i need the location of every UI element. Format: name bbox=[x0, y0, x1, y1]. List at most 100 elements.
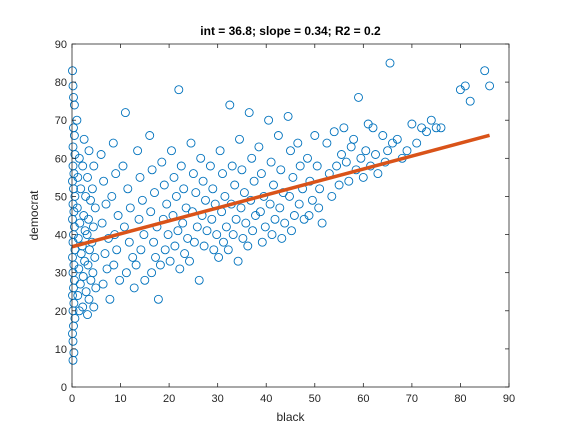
data-point bbox=[208, 184, 218, 194]
x-ticks: 0 10 20 30 40 50 60 70 80 90 bbox=[69, 44, 515, 405]
data-point bbox=[465, 96, 475, 106]
data-point bbox=[358, 172, 368, 182]
data-point bbox=[231, 214, 241, 224]
data-point bbox=[344, 176, 354, 186]
x-tick-label: 20 bbox=[163, 393, 175, 405]
data-point bbox=[288, 172, 298, 182]
data-point bbox=[265, 199, 275, 209]
data-point bbox=[69, 131, 79, 140]
data-point bbox=[283, 111, 293, 121]
data-point bbox=[198, 176, 208, 186]
data-point bbox=[150, 188, 159, 198]
y-axis-label: democrat bbox=[27, 190, 41, 241]
data-point bbox=[426, 115, 436, 125]
fit-line-layer bbox=[71, 133, 491, 249]
y-tick-label: 0 bbox=[61, 382, 67, 394]
data-point bbox=[147, 165, 157, 175]
data-point bbox=[118, 161, 128, 171]
data-point bbox=[133, 146, 143, 156]
data-point bbox=[280, 218, 290, 228]
data-point bbox=[230, 180, 240, 190]
data-point bbox=[91, 283, 101, 293]
x-tick-label: 0 bbox=[69, 393, 75, 405]
data-point bbox=[269, 180, 278, 190]
data-point bbox=[174, 85, 184, 95]
data-point bbox=[233, 256, 243, 266]
x-tick-label: 60 bbox=[357, 393, 369, 405]
data-point bbox=[354, 92, 363, 102]
data-point bbox=[151, 252, 160, 262]
data-point bbox=[329, 127, 339, 137]
data-point bbox=[135, 172, 145, 182]
data-point bbox=[385, 58, 395, 68]
data-point bbox=[228, 230, 238, 240]
data-point bbox=[75, 218, 85, 228]
data-point bbox=[277, 233, 287, 243]
data-point bbox=[87, 184, 97, 194]
data-point bbox=[361, 146, 371, 156]
data-point bbox=[121, 268, 131, 278]
data-point bbox=[214, 252, 224, 262]
data-point bbox=[460, 81, 470, 91]
data-point bbox=[109, 260, 119, 270]
data-point bbox=[199, 241, 209, 251]
data-point bbox=[243, 241, 253, 251]
data-point bbox=[334, 180, 344, 190]
data-point bbox=[276, 165, 286, 175]
data-point bbox=[270, 214, 280, 224]
data-point bbox=[349, 134, 359, 144]
data-point bbox=[480, 66, 490, 76]
data-point bbox=[402, 146, 412, 156]
data-point bbox=[68, 355, 78, 365]
data-point bbox=[310, 131, 320, 140]
data-point bbox=[383, 146, 393, 156]
data-point bbox=[75, 279, 85, 289]
data-point bbox=[98, 279, 108, 289]
data-point bbox=[218, 169, 227, 179]
data-point bbox=[314, 203, 324, 213]
data-point bbox=[273, 131, 283, 140]
data-point bbox=[368, 123, 378, 133]
data-point bbox=[189, 237, 199, 247]
data-point bbox=[241, 218, 251, 228]
data-point bbox=[392, 134, 402, 144]
y-tick-label: 90 bbox=[55, 39, 67, 51]
data-point bbox=[307, 195, 317, 205]
data-point bbox=[74, 264, 84, 274]
data-point bbox=[89, 161, 99, 171]
data-point bbox=[191, 188, 201, 198]
data-point bbox=[78, 302, 88, 312]
data-point bbox=[235, 134, 244, 144]
data-point bbox=[83, 260, 93, 270]
data-point bbox=[76, 184, 86, 194]
data-point bbox=[69, 92, 78, 102]
data-point bbox=[165, 256, 175, 266]
data-point bbox=[140, 275, 150, 285]
data-point bbox=[101, 199, 111, 209]
data-point bbox=[303, 153, 312, 163]
data-point bbox=[125, 203, 135, 213]
data-point bbox=[227, 161, 237, 171]
y-tick-label: 20 bbox=[55, 306, 67, 318]
data-point bbox=[107, 191, 117, 201]
data-point bbox=[139, 230, 149, 240]
plot-frame bbox=[71, 43, 510, 388]
data-point bbox=[155, 260, 165, 270]
data-point bbox=[69, 348, 79, 358]
data-point bbox=[72, 203, 82, 213]
data-point bbox=[76, 249, 86, 259]
data-point bbox=[69, 321, 78, 331]
data-point bbox=[159, 180, 169, 190]
data-point bbox=[153, 294, 163, 304]
data-point bbox=[83, 310, 92, 320]
data-point bbox=[145, 131, 155, 140]
data-point bbox=[287, 226, 296, 236]
data-point bbox=[73, 291, 83, 300]
x-tick-label: 50 bbox=[309, 393, 321, 405]
data-point bbox=[86, 275, 96, 285]
data-point bbox=[194, 275, 204, 285]
data-point bbox=[81, 287, 91, 297]
data-point bbox=[68, 252, 77, 262]
